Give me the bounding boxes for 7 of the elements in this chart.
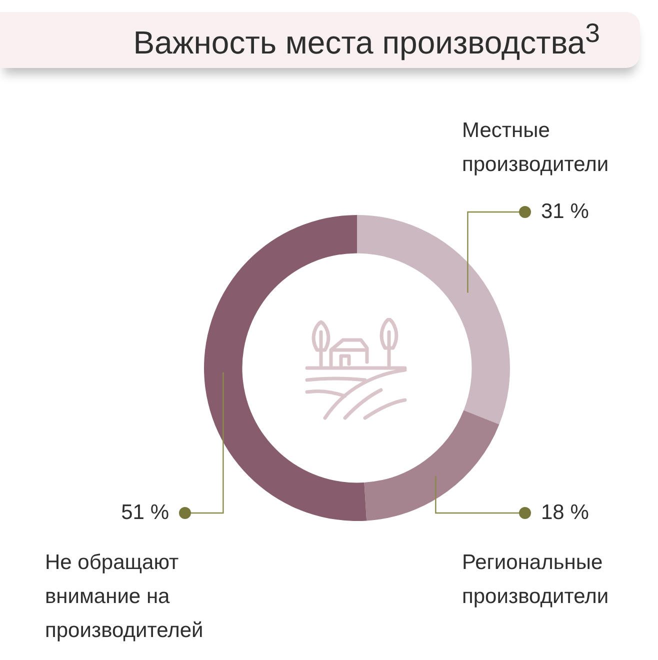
chart-title: Важность места производства$^{3}$ [133,18,601,62]
slice-label: Не обращают внимание на производителей [45,550,204,642]
data-label: 51 % [121,500,169,524]
slice-label: Региональные производители [462,550,609,608]
data-label: 31 % [541,200,589,223]
data-label: 18 % [541,500,589,524]
slice-label: Местные производители [462,118,609,176]
